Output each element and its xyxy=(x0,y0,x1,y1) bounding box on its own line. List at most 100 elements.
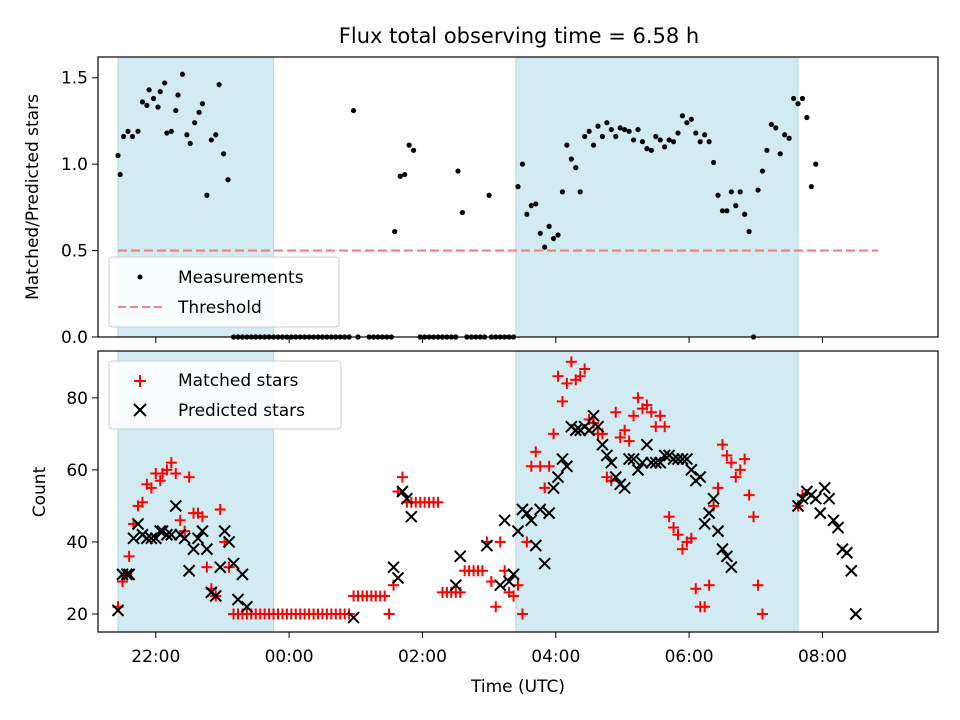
predicted-stars-point xyxy=(145,532,158,545)
predicted-stars-point xyxy=(649,456,662,469)
matched-stars-point xyxy=(516,608,528,620)
measurement-point xyxy=(630,137,637,143)
measurement-point xyxy=(550,235,557,242)
measurement-point xyxy=(768,121,774,128)
legend-measurements-label: Measurements xyxy=(178,268,304,288)
predicted-stars-point xyxy=(631,463,645,477)
measurement-point xyxy=(125,128,131,134)
bottom-y-tick-label: 80 xyxy=(66,389,88,409)
measurement-point xyxy=(196,109,202,115)
measurement-point xyxy=(220,151,227,157)
matched-stars-point xyxy=(145,482,157,494)
measurement-point xyxy=(179,71,186,77)
measurement-point xyxy=(706,139,712,145)
matched-stars-point xyxy=(672,529,684,541)
measurement-point xyxy=(410,147,417,153)
measurement-point xyxy=(406,142,412,148)
top-y-tick-label: 0.5 xyxy=(61,242,88,262)
measurement-point xyxy=(764,147,770,153)
matched-stars-point xyxy=(552,370,564,382)
measurement-point xyxy=(773,125,779,131)
measurement-point xyxy=(679,113,686,119)
predicted-stars-point xyxy=(556,452,569,466)
measurement-point xyxy=(684,120,690,126)
predicted-stars-point xyxy=(200,542,214,556)
measurement-point xyxy=(129,133,136,140)
predicted-stars-point xyxy=(791,499,805,513)
measurement-point xyxy=(155,104,161,110)
matched-stars-point xyxy=(214,504,226,516)
predicted-stars-point xyxy=(182,564,196,577)
predicted-stars-point xyxy=(165,528,178,541)
matched-stars-point xyxy=(668,522,680,534)
predicted-stars-point xyxy=(698,517,711,531)
matched-stars-point xyxy=(748,511,760,523)
measurement-point xyxy=(626,128,632,134)
measurement-point xyxy=(782,132,788,138)
measurement-point xyxy=(662,144,668,150)
predicted-stars-point xyxy=(396,485,409,498)
legend-measurements-marker xyxy=(137,274,143,280)
matched-stars-point xyxy=(663,511,675,523)
matched-stars-point xyxy=(183,471,195,483)
x-tick-label: 22:00 xyxy=(131,647,180,667)
measurement-point xyxy=(604,120,610,126)
predicted-stars-point xyxy=(680,452,694,466)
predicted-stars-point xyxy=(707,492,720,505)
measurement-point xyxy=(164,130,170,136)
measurement-point xyxy=(555,232,561,238)
matched-stars-point xyxy=(494,536,506,548)
predicted-stars-point xyxy=(569,424,582,437)
predicted-stars-point xyxy=(227,557,240,570)
top-legend: Measurements Threshold xyxy=(108,256,340,328)
predicted-stars-point xyxy=(827,514,840,527)
measurement-point xyxy=(515,184,521,190)
predicted-stars-point xyxy=(591,420,605,433)
top-panel: 0.0 0.5 1.0 1.5 Matched/Predicted stars Mea… xyxy=(23,56,939,348)
measurement-point xyxy=(486,192,492,198)
predicted-stars-point xyxy=(542,506,556,520)
predicted-stars-point xyxy=(131,517,145,531)
measurement-point xyxy=(590,142,597,148)
predicted-stars-point xyxy=(236,568,249,581)
chart-title: Flux total observing time = 6.58 h xyxy=(339,24,699,48)
predicted-stars-point xyxy=(525,514,538,527)
predicted-stars-point xyxy=(716,542,729,556)
predicted-stars-point xyxy=(391,571,405,585)
predicted-stars-point xyxy=(196,524,209,538)
measurement-point xyxy=(746,228,752,235)
matched-stars-point xyxy=(136,496,148,508)
matched-stars-point xyxy=(521,536,533,548)
legend-predicted-label: Predicted stars xyxy=(178,401,305,421)
measurement-point xyxy=(568,156,574,162)
measurement-point xyxy=(199,101,206,107)
matched-stars-point xyxy=(685,532,697,544)
measurement-point xyxy=(795,101,801,107)
matched-stars-point xyxy=(561,377,573,389)
x-tick-label: 06:00 xyxy=(665,647,714,667)
matched-stars-point xyxy=(699,601,711,613)
matched-stars-point xyxy=(548,428,560,440)
measurement-point xyxy=(728,189,734,195)
measurement-point xyxy=(733,203,739,209)
predicted-stars-point xyxy=(240,600,254,613)
measurement-point xyxy=(184,132,190,138)
predicted-stars-point xyxy=(511,524,525,538)
matched-stars-point xyxy=(734,464,746,476)
matched-stars-point xyxy=(654,410,666,422)
predicted-stars-point xyxy=(796,492,809,505)
bottom-legend: Matched stars Predicted stars xyxy=(108,360,342,430)
matched-stars-point xyxy=(676,543,688,555)
predicted-stars-point xyxy=(400,492,414,505)
measurement-point xyxy=(564,142,570,148)
matched-stars-point xyxy=(512,579,524,591)
matched-stars-point xyxy=(579,363,591,375)
measurement-point xyxy=(786,135,792,141)
predicted-stars-point xyxy=(667,452,680,466)
measurement-point xyxy=(622,126,628,133)
matched-stars-point xyxy=(712,482,724,494)
bottom-panel: 20 40 60 80 22:00 00:00 02:00 04:00 06:00 08:00 C… xyxy=(30,350,939,697)
predicted-stars-point xyxy=(587,409,600,423)
predicted-stars-point xyxy=(711,524,725,538)
predicted-stars-point xyxy=(609,470,622,484)
